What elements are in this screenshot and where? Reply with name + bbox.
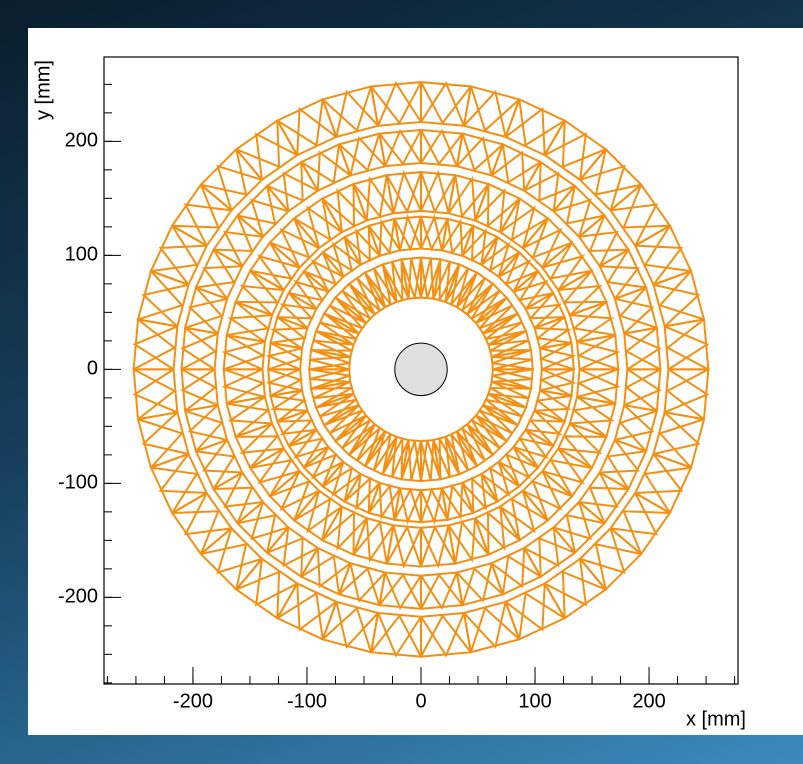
segment xyxy=(506,584,565,640)
segment xyxy=(224,335,265,369)
segment xyxy=(500,199,548,248)
segment xyxy=(464,86,519,136)
segment xyxy=(492,369,533,388)
segment xyxy=(624,328,660,370)
segment xyxy=(421,172,455,213)
segment xyxy=(185,405,227,451)
segment xyxy=(635,226,691,285)
segment xyxy=(600,250,646,299)
segment xyxy=(421,573,463,609)
segment xyxy=(371,82,421,126)
segment xyxy=(339,563,385,605)
segment xyxy=(250,243,299,291)
segment xyxy=(323,237,361,277)
segment xyxy=(421,217,448,251)
x-tick-label: -200 xyxy=(173,690,213,712)
segment xyxy=(371,613,421,657)
x-tick-label: 0 xyxy=(415,690,426,712)
segment xyxy=(457,134,503,176)
segment xyxy=(185,287,227,333)
segment xyxy=(615,405,657,451)
segment xyxy=(464,602,519,652)
segment xyxy=(506,99,565,155)
segment xyxy=(277,99,336,155)
segment xyxy=(421,613,471,657)
segment xyxy=(379,130,421,166)
segment xyxy=(654,412,704,467)
segment xyxy=(540,369,574,396)
segment xyxy=(182,328,218,370)
beam-pipe xyxy=(395,343,447,395)
segment xyxy=(387,525,421,566)
segment xyxy=(289,271,329,309)
segment xyxy=(542,449,591,497)
segment xyxy=(402,440,421,481)
segment xyxy=(339,134,385,176)
segment xyxy=(481,237,519,277)
segment xyxy=(394,488,421,522)
segment xyxy=(492,144,541,190)
segment xyxy=(267,162,318,211)
segment xyxy=(138,412,188,467)
x-axis-label: x [mm] xyxy=(686,708,746,730)
y-tick-label: -100 xyxy=(58,472,98,494)
segment xyxy=(635,454,691,513)
segment xyxy=(492,548,541,594)
segment xyxy=(267,527,318,576)
segment xyxy=(421,130,463,166)
segment xyxy=(514,430,554,468)
segment xyxy=(457,563,503,605)
segment xyxy=(654,271,704,326)
segment xyxy=(151,454,207,513)
x-tick-label: -100 xyxy=(287,690,327,712)
segment xyxy=(277,584,336,640)
y-tick-label: 100 xyxy=(65,244,98,266)
segment xyxy=(250,449,299,497)
segment xyxy=(624,369,660,411)
segment xyxy=(615,287,657,333)
segment xyxy=(289,430,329,468)
segment xyxy=(379,573,421,609)
segment xyxy=(182,369,218,411)
y-tick-label: -200 xyxy=(58,586,98,608)
segment xyxy=(579,473,628,524)
segment xyxy=(542,243,591,291)
segment xyxy=(665,369,709,419)
segment xyxy=(579,215,628,266)
segment xyxy=(600,440,646,489)
segment xyxy=(500,491,548,540)
segment xyxy=(214,215,263,266)
segment xyxy=(323,86,378,136)
segment xyxy=(421,82,471,126)
x-tick-label: 200 xyxy=(632,690,665,712)
segment xyxy=(323,462,361,502)
segment xyxy=(524,527,575,576)
chart: x [mm] y [mm] -200 -100 0 100 200 -200 -100 0 10… xyxy=(0,0,803,764)
segment xyxy=(524,162,575,211)
segment xyxy=(138,271,188,326)
y-tick-label: 200 xyxy=(65,130,98,152)
x-tick-label: 100 xyxy=(518,690,551,712)
segment xyxy=(294,491,342,540)
segment xyxy=(421,258,440,299)
y-tick-label: 0 xyxy=(87,358,98,380)
segment xyxy=(134,369,178,419)
segment xyxy=(268,343,302,370)
page: {"chart_data": {"type": "geometry", "x_l… xyxy=(0,0,803,764)
segment xyxy=(481,462,519,502)
segment xyxy=(301,548,350,594)
y-axis-label: y [mm] xyxy=(32,60,54,120)
segment xyxy=(323,602,378,652)
segment xyxy=(309,350,350,369)
segment xyxy=(301,144,350,190)
segment xyxy=(196,250,242,299)
segment xyxy=(214,473,263,524)
segment xyxy=(196,440,242,489)
segment xyxy=(151,226,207,285)
segment xyxy=(134,319,178,369)
segment xyxy=(665,319,709,369)
segment xyxy=(577,369,618,403)
segment xyxy=(294,199,342,248)
segment xyxy=(514,271,554,309)
